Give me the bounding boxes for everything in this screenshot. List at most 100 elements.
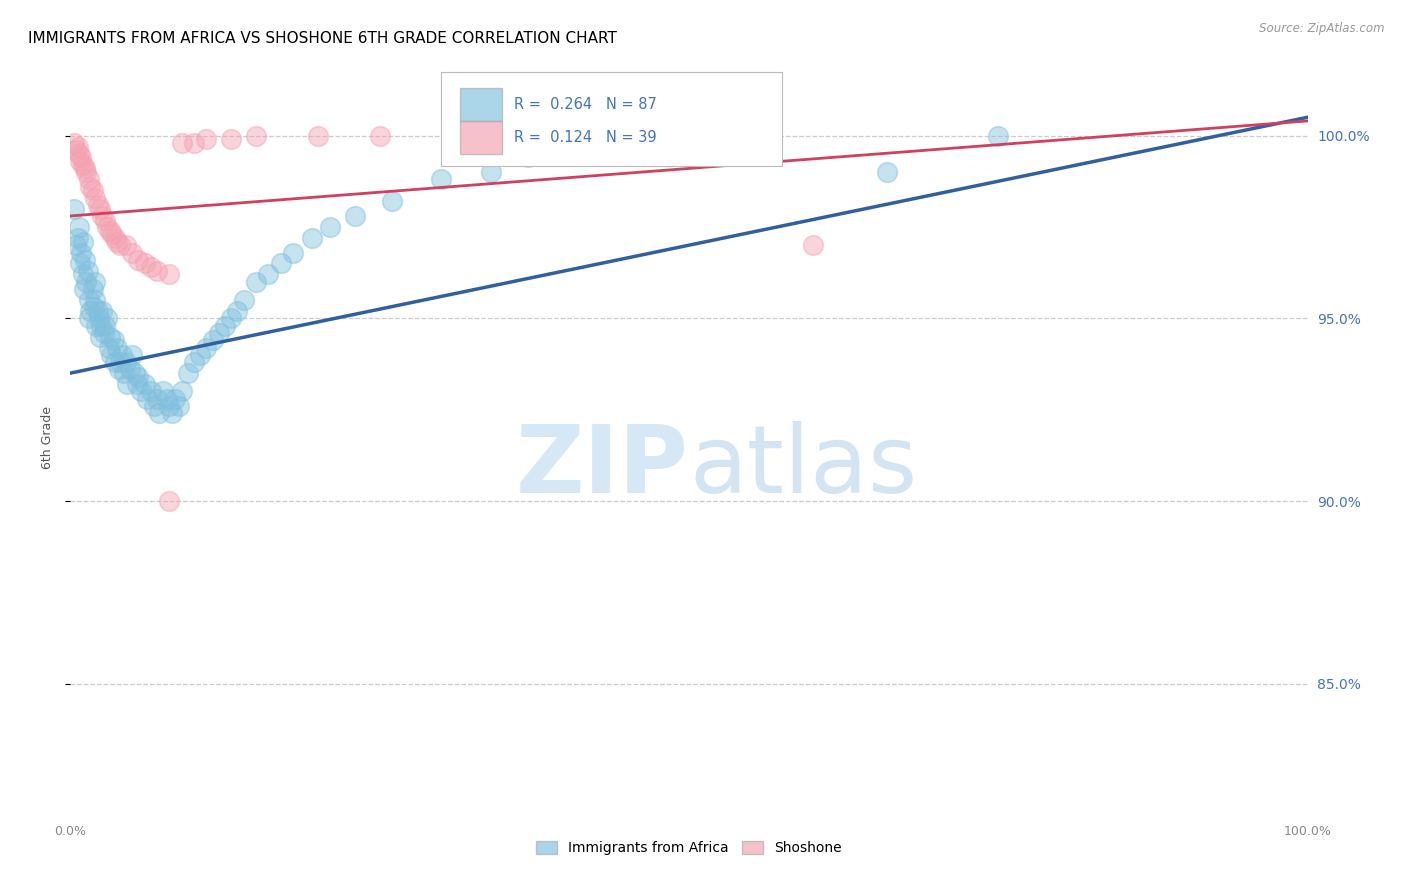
- Point: [160, 406, 183, 420]
- FancyBboxPatch shape: [460, 121, 502, 153]
- Point: [104, 355, 127, 369]
- Point: [96, 219, 118, 234]
- Point: [319, 219, 342, 234]
- Point: [124, 366, 146, 380]
- Point: [101, 227, 124, 242]
- Point: [100, 348, 122, 362]
- Point: [70, 245, 93, 260]
- Point: [105, 341, 128, 355]
- Point: [214, 318, 236, 333]
- Point: [98, 329, 121, 343]
- Text: Source: ZipAtlas.com: Source: ZipAtlas.com: [1260, 22, 1385, 36]
- Point: [381, 194, 404, 209]
- Point: [219, 132, 242, 146]
- Point: [75, 165, 97, 179]
- Point: [65, 143, 87, 157]
- Point: [301, 231, 323, 245]
- Point: [77, 172, 100, 186]
- Point: [652, 136, 675, 150]
- Point: [91, 304, 114, 318]
- Point: [226, 304, 249, 318]
- Point: [77, 293, 100, 307]
- Text: atlas: atlas: [689, 421, 917, 513]
- Point: [591, 136, 613, 150]
- Point: [96, 311, 118, 326]
- Point: [170, 384, 193, 399]
- Point: [245, 275, 267, 289]
- Point: [63, 136, 86, 150]
- Point: [69, 154, 91, 169]
- Point: [67, 146, 90, 161]
- Point: [690, 128, 713, 143]
- Point: [127, 252, 149, 267]
- Point: [368, 128, 391, 143]
- Point: [67, 219, 90, 234]
- Point: [517, 151, 540, 165]
- Point: [127, 377, 149, 392]
- Point: [876, 165, 898, 179]
- Point: [84, 275, 107, 289]
- Point: [129, 384, 152, 399]
- Point: [72, 235, 94, 249]
- Point: [108, 238, 131, 252]
- Point: [87, 311, 110, 326]
- Point: [157, 399, 180, 413]
- Point: [83, 301, 105, 315]
- Point: [84, 293, 107, 307]
- Text: IMMIGRANTS FROM AFRICA VS SHOSHONE 6TH GRADE CORRELATION CHART: IMMIGRANTS FROM AFRICA VS SHOSHONE 6TH G…: [28, 31, 617, 46]
- Point: [79, 304, 101, 318]
- Point: [77, 311, 100, 326]
- Point: [156, 392, 179, 406]
- Point: [103, 333, 125, 347]
- Point: [94, 212, 117, 227]
- Point: [752, 128, 775, 143]
- Point: [134, 377, 156, 392]
- Point: [479, 165, 502, 179]
- Point: [70, 151, 93, 165]
- Point: [84, 191, 107, 205]
- Point: [86, 198, 108, 212]
- Point: [245, 128, 267, 143]
- Point: [107, 362, 129, 376]
- Point: [91, 209, 114, 223]
- Point: [201, 333, 224, 347]
- Point: [183, 355, 205, 369]
- Point: [75, 161, 97, 176]
- Point: [89, 202, 111, 216]
- Point: [307, 128, 329, 143]
- Point: [139, 260, 162, 274]
- Point: [82, 282, 104, 296]
- Point: [121, 245, 143, 260]
- Point: [281, 245, 304, 260]
- Point: [987, 128, 1010, 143]
- Point: [143, 399, 166, 413]
- Point: [170, 136, 193, 150]
- Point: [195, 132, 218, 146]
- Point: [65, 238, 87, 252]
- Point: [75, 275, 97, 289]
- Point: [343, 209, 366, 223]
- Point: [146, 392, 169, 406]
- Point: [134, 256, 156, 270]
- Point: [115, 355, 138, 369]
- Point: [139, 384, 162, 399]
- Point: [89, 329, 111, 343]
- Point: [157, 494, 180, 508]
- Point: [72, 268, 94, 282]
- Point: [257, 268, 280, 282]
- Point: [121, 348, 143, 362]
- Point: [167, 399, 190, 413]
- Point: [219, 311, 242, 326]
- Point: [75, 252, 97, 267]
- Point: [66, 231, 89, 245]
- Point: [146, 264, 169, 278]
- Point: [152, 384, 174, 399]
- Point: [97, 341, 120, 355]
- Point: [183, 136, 205, 150]
- Point: [270, 256, 292, 270]
- Point: [801, 238, 824, 252]
- Point: [93, 326, 115, 340]
- Point: [157, 268, 180, 282]
- Point: [105, 235, 128, 249]
- Point: [72, 158, 94, 172]
